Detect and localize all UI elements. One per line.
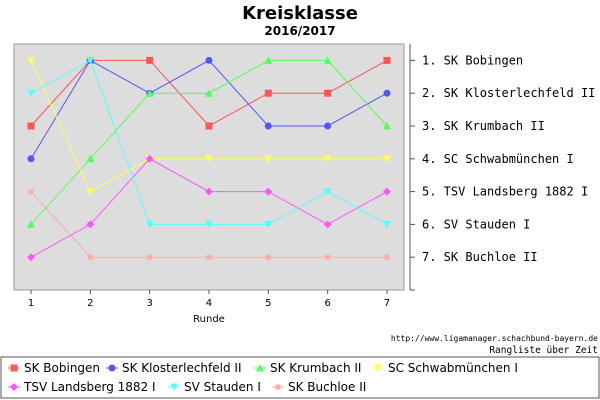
- legend-marker: [170, 383, 178, 391]
- series-point: [147, 254, 153, 260]
- series-point: [325, 254, 331, 260]
- legend-label: TSV Landsberg 1882 I: [23, 380, 156, 394]
- series-point: [324, 89, 332, 97]
- legend-marker: [108, 364, 116, 372]
- series-point: [264, 122, 272, 130]
- x-tick-label: 4: [206, 298, 212, 309]
- series: [27, 56, 391, 229]
- y-tick-label: 3. SK Krumbach II: [422, 119, 545, 133]
- series-point: [323, 220, 332, 229]
- series-point: [145, 154, 154, 163]
- y-tick-label: 7. SK Buchloe II: [422, 250, 538, 264]
- series: [27, 56, 391, 228]
- series-point: [323, 56, 332, 64]
- chart-subtitle: 2016/2017: [264, 24, 335, 38]
- series-point: [204, 187, 213, 196]
- legend-marker: [10, 383, 18, 391]
- chart-title: Kreisklasse: [242, 3, 358, 24]
- series-point: [86, 220, 95, 229]
- series-point: [264, 187, 273, 196]
- series-point: [264, 220, 273, 229]
- legend-label: SV Stauden I: [184, 380, 261, 394]
- x-tick-label: 6: [324, 298, 330, 309]
- series-point: [206, 254, 212, 260]
- y-tick-label: 6. SV Stauden I: [422, 217, 530, 231]
- x-tick-label: 3: [146, 298, 152, 309]
- series-point: [86, 154, 95, 163]
- legend-item: SC Schwabmünchen I: [372, 361, 518, 375]
- series-point: [204, 89, 213, 97]
- x-tick-label: 1: [28, 298, 34, 309]
- legend-marker: [374, 364, 382, 372]
- x-tick-label: 2: [87, 298, 93, 309]
- series-point: [27, 89, 35, 98]
- series-point: [205, 56, 213, 64]
- legend-item: TSV Landsberg 1882 I: [8, 380, 156, 394]
- series-point: [324, 122, 332, 130]
- series-point: [384, 254, 390, 260]
- x-axis: 1 2 3 4 5 6 7: [28, 290, 390, 309]
- y-tick-label: 5. TSV Landsberg 1882 I: [422, 185, 588, 199]
- legend-marker: [10, 364, 18, 372]
- series-point: [27, 56, 35, 65]
- legend-label: SK Bobingen: [24, 361, 100, 375]
- legend-label: SK Krumbach II: [270, 361, 361, 375]
- series-point: [204, 220, 213, 229]
- series-point: [264, 155, 273, 163]
- legend-box: [0, 356, 600, 399]
- legend-item: SK Klosterlechfeld II: [106, 361, 242, 375]
- series-point: [86, 56, 95, 65]
- series-point: [87, 254, 93, 260]
- x-axis-title: Runde: [193, 314, 225, 325]
- series: [28, 189, 390, 260]
- y-tick-label: 1. SK Bobingen: [422, 53, 523, 67]
- series-point: [146, 56, 154, 64]
- legend-item: SV Stauden I: [168, 380, 261, 394]
- series-point: [145, 220, 154, 229]
- legend-label: SC Schwabmünchen I: [388, 361, 518, 375]
- series-point: [383, 89, 391, 97]
- legend-marker: [256, 364, 264, 372]
- credit-url: http://www.ligamanager.schachbund-bayern…: [391, 334, 598, 343]
- legend-item: SK Krumbach II: [254, 361, 361, 375]
- legend-label: SK Buchloe II: [288, 380, 366, 394]
- series-point: [205, 122, 213, 130]
- series-point: [27, 220, 35, 228]
- series-point: [383, 56, 391, 64]
- series-point: [382, 155, 391, 163]
- series-point: [382, 220, 391, 229]
- series-lines: [27, 56, 391, 262]
- series-point: [28, 189, 34, 195]
- series-point: [264, 89, 272, 97]
- legend-item: SK Buchloe II: [272, 380, 366, 394]
- x-tick-label: 7: [384, 298, 390, 309]
- y-tick-label: 2. SK Klosterlechfeld II: [422, 86, 595, 100]
- series-point: [27, 155, 35, 163]
- legend: SK Bobingen SK Klosterlechfeld II SK Krumb…: [8, 361, 518, 394]
- series-point: [382, 187, 391, 196]
- series-point: [264, 56, 273, 64]
- series-point: [382, 122, 391, 130]
- legend-item: SK Bobingen: [8, 361, 100, 375]
- series-point: [27, 122, 35, 130]
- x-tick-label: 5: [265, 298, 271, 309]
- series-point: [204, 155, 213, 163]
- series-point: [323, 155, 332, 163]
- y-axis-rank-labels: 1. SK Bobingen 2. SK Klosterlechfeld II 3.…: [409, 44, 595, 291]
- series-point: [145, 89, 154, 97]
- series: [27, 154, 391, 262]
- series-point: [86, 188, 95, 196]
- y-tick-label: 4. SC Schwabmünchen I: [422, 152, 574, 166]
- series-point: [265, 254, 271, 260]
- legend-marker: [275, 384, 281, 390]
- series-point: [27, 253, 35, 262]
- series-point: [323, 188, 332, 196]
- legend-label: SK Klosterlechfeld II: [122, 361, 242, 375]
- chart-caption: Rangliste über Zeit: [489, 345, 598, 356]
